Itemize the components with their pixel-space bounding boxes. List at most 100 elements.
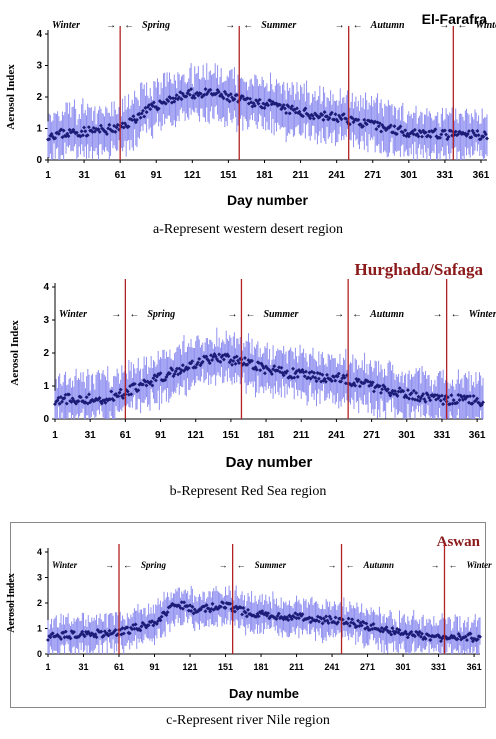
data-point: [256, 101, 261, 106]
data-point: [252, 103, 257, 108]
data-point: [475, 128, 480, 133]
data-point: [172, 99, 177, 104]
arrow-left-icon: ←: [346, 560, 355, 570]
x-tick-label: 331: [431, 662, 446, 672]
data-point: [468, 394, 473, 399]
arrow-left-icon: ←: [123, 560, 132, 570]
data-point: [225, 97, 230, 102]
season-label-4: ← Winter: [448, 560, 492, 570]
data-point: [129, 392, 134, 397]
data-point: [125, 625, 130, 630]
data-point: [391, 392, 396, 397]
data-point: [144, 110, 149, 115]
data-point: [444, 132, 449, 137]
data-point: [74, 130, 79, 135]
x-tick-label: 241: [325, 662, 340, 672]
data-point: [79, 129, 84, 134]
arrow-right-icon: →: [433, 309, 443, 320]
data-point: [87, 392, 91, 397]
data-point: [186, 88, 191, 93]
data-point: [317, 114, 322, 119]
data-point: [187, 92, 192, 97]
x-tick-label: 271: [363, 430, 380, 441]
x-tick-label: 151: [223, 430, 240, 441]
data-point: [163, 101, 168, 106]
data-point: [172, 372, 177, 376]
x-tick-label: 271: [360, 662, 375, 672]
season-name: Winter: [59, 309, 87, 320]
data-point: [228, 92, 233, 97]
x-tick-label: 361: [473, 170, 490, 181]
caption-c: c-Represent river Nile region: [166, 713, 330, 728]
data-point: [362, 117, 367, 122]
data-point: [242, 356, 247, 360]
x-tick-label: 331: [437, 170, 454, 181]
data-point: [336, 371, 341, 376]
data-point: [210, 358, 215, 363]
data-point: [177, 95, 182, 100]
data-point: [130, 118, 135, 123]
x-tick-label: 271: [364, 170, 381, 181]
data-point: [97, 396, 102, 400]
arrow-right-icon: →: [106, 20, 116, 31]
season-name: Summer: [261, 20, 296, 31]
chart-title: Aswan: [437, 534, 481, 550]
data-point: [233, 361, 238, 366]
data-point: [240, 612, 245, 617]
data-point: [478, 634, 482, 639]
data-point: [380, 387, 385, 392]
x-tick-label: 181: [258, 430, 275, 441]
arrow-right-icon: →: [225, 20, 235, 31]
data-point: [322, 110, 327, 115]
data-point: [190, 359, 195, 364]
data-point: [466, 129, 471, 134]
x-tick-label: 31: [85, 430, 97, 441]
arrow-left-icon: ←: [245, 309, 255, 320]
data-point: [293, 110, 298, 115]
y-tick-label: 4: [36, 29, 42, 40]
y-tick-label: 4: [37, 547, 42, 557]
data-point: [483, 132, 488, 137]
data-point: [228, 601, 233, 606]
data-point: [272, 364, 277, 369]
data-point: [224, 91, 228, 96]
chart-c-frame: [10, 522, 486, 708]
data-point: [232, 97, 237, 102]
data-point: [284, 111, 289, 116]
data-point: [98, 123, 103, 128]
season-label-3: ← Autumn →: [346, 560, 440, 570]
data-point: [364, 122, 369, 127]
data-point: [287, 111, 292, 116]
data-point: [421, 392, 426, 397]
data-point: [207, 361, 212, 366]
data-point: [262, 371, 267, 376]
data-point: [418, 130, 423, 135]
data-point: [347, 623, 352, 628]
x-tick-label: 241: [328, 430, 345, 441]
arrow-left-icon: ←: [124, 20, 134, 31]
season-name: Autumn: [363, 560, 395, 570]
data-point: [407, 396, 412, 401]
chart-title: Hurghada/Safaga: [355, 260, 484, 279]
data-point: [320, 372, 325, 377]
data-point: [266, 103, 271, 108]
y-tick-label: 2: [43, 348, 49, 359]
data-point: [154, 621, 159, 626]
arrow-right-icon: →: [227, 309, 237, 320]
season-label-2: ← Summer →: [237, 560, 337, 570]
data-point: [234, 93, 239, 97]
data-point: [329, 379, 334, 383]
data-point: [184, 94, 189, 99]
x-tick-label: 181: [254, 662, 269, 672]
x-tick-label: 211: [289, 662, 304, 672]
season-label-4: ← Winter: [451, 309, 496, 320]
data-point: [397, 386, 402, 391]
data-point: [125, 389, 130, 394]
data-point: [166, 99, 171, 104]
data-point: [392, 124, 397, 129]
x-tick-label: 301: [400, 170, 417, 181]
season-label-2: ← Summer →: [243, 20, 344, 31]
season-name: Winter: [469, 309, 496, 320]
